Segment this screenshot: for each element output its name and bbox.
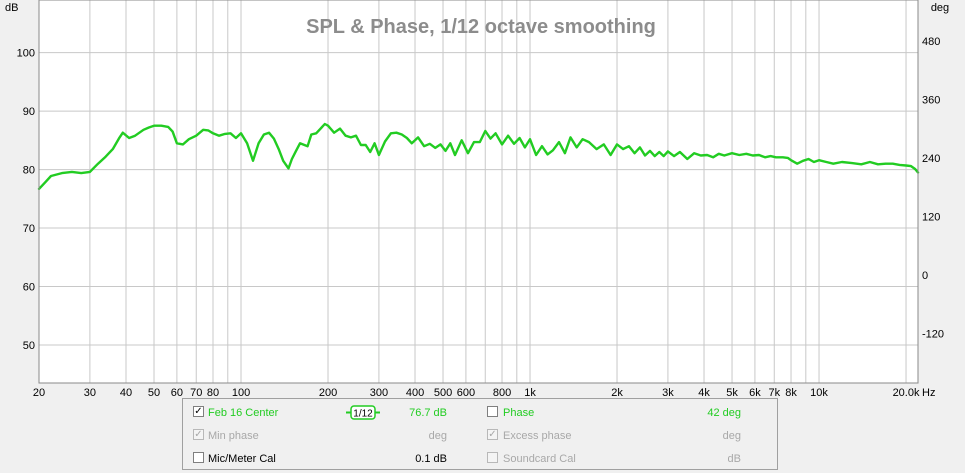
plot-frame <box>38 0 919 384</box>
mic-cal-label: Mic/Meter Cal <box>208 453 276 465</box>
mic-cal-checkbox[interactable] <box>193 452 204 463</box>
plot-area <box>39 0 918 383</box>
soundcard-cal-checkbox[interactable] <box>487 452 498 463</box>
x-tick-label: 1k <box>524 387 536 397</box>
x-tick-label: 600 <box>457 387 475 397</box>
y-axis-unit: dB <box>5 2 18 14</box>
x-tick-label: 7k <box>768 387 780 397</box>
y-tick-label: 60 <box>23 282 35 294</box>
y2-tick-label: 480 <box>922 36 940 48</box>
soundcard-cal-value: dB <box>727 453 741 465</box>
soundcard-cal-label: Soundcard Cal <box>503 453 576 465</box>
x-tick-label: 300 <box>370 387 388 397</box>
tick-labels: 20 30 40 50 60 70 80 100 200 300 400 500 600 800 1k 2k 3… <box>17 36 944 397</box>
x-tick-label: 100 <box>232 387 250 397</box>
y-tick-label: 90 <box>23 106 35 118</box>
x-tick-label: 8k <box>785 387 797 397</box>
x-tick-label: 40 <box>120 387 132 397</box>
y2-tick-label: 120 <box>922 211 940 223</box>
excess-phase-value: deg <box>722 430 741 442</box>
x-tick-label: 20.0k <box>893 387 920 397</box>
x-tick-label: 80 <box>207 387 219 397</box>
chart-title: SPL & Phase, 1/12 octave smoothing <box>306 16 656 38</box>
y-tick-label: 70 <box>23 223 35 235</box>
grid-lines <box>38 0 918 383</box>
phase-label: Phase <box>503 407 535 419</box>
x-tick-label: 20 <box>33 387 45 397</box>
mic-cal-value: 0.1 dB <box>415 453 447 465</box>
x-tick-label: 6k <box>749 387 761 397</box>
min-phase-checkbox[interactable]: ✓ <box>193 429 204 440</box>
x-tick-label: 2k <box>611 387 623 397</box>
y-tick-label: 100 <box>17 48 35 60</box>
x-tick-label: 30 <box>84 387 96 397</box>
x-tick-label: 5k <box>726 387 738 397</box>
y-tick-label: 50 <box>23 340 35 352</box>
legend-row-measurement: ✓ Feb 16 Center 1/12 76.7 dB Phase 42 de… <box>183 402 777 422</box>
measurement-name: Feb 16 Center <box>208 407 279 419</box>
y2-axis-unit: deg <box>931 2 949 14</box>
min-phase-label: Min phase <box>208 430 259 442</box>
x-axis-unit: Hz <box>922 387 935 397</box>
y-tick-label: 80 <box>23 165 35 177</box>
y2-tick-label: 240 <box>922 153 940 165</box>
spl-value: 76.7 dB <box>409 407 447 419</box>
spl-trace-feb-16-center <box>37 122 920 191</box>
x-tick-label: 10k <box>810 387 828 397</box>
x-tick-label: 500 <box>434 387 452 397</box>
x-tick-label: 60 <box>171 387 183 397</box>
smoothing-button[interactable]: 1/12 <box>346 405 380 420</box>
smoothing-label: 1/12 <box>353 409 373 420</box>
spl-phase-chart[interactable]: SPL & Phase, 1/12 octave smoothing dB de… <box>0 0 965 397</box>
show-trace-checkbox[interactable]: ✓ <box>193 406 204 417</box>
phase-checkbox[interactable] <box>487 406 498 417</box>
x-tick-label: 50 <box>148 387 160 397</box>
y2-tick-label: 0 <box>922 270 928 282</box>
y2-tick-label: -120 <box>922 328 944 340</box>
x-tick-label: 800 <box>493 387 511 397</box>
legend-row-calibration: Mic/Meter Cal 0.1 dB Soundcard Cal dB <box>183 448 777 468</box>
phase-value: 42 deg <box>707 407 741 419</box>
legend-row-min-phase: ✓ Min phase deg ✓ Excess phase deg <box>183 425 777 445</box>
x-tick-label: 3k <box>662 387 674 397</box>
x-tick-label: 4k <box>698 387 710 397</box>
excess-phase-label: Excess phase <box>503 430 572 442</box>
min-phase-value: deg <box>428 430 447 442</box>
y2-tick-label: 360 <box>922 94 940 106</box>
x-tick-label: 400 <box>406 387 424 397</box>
x-tick-label: 70 <box>190 387 202 397</box>
legend-panel: ✓ Feb 16 Center 1/12 76.7 dB Phase 42 de… <box>182 398 778 470</box>
excess-phase-checkbox[interactable]: ✓ <box>487 429 498 440</box>
x-tick-label: 200 <box>319 387 337 397</box>
